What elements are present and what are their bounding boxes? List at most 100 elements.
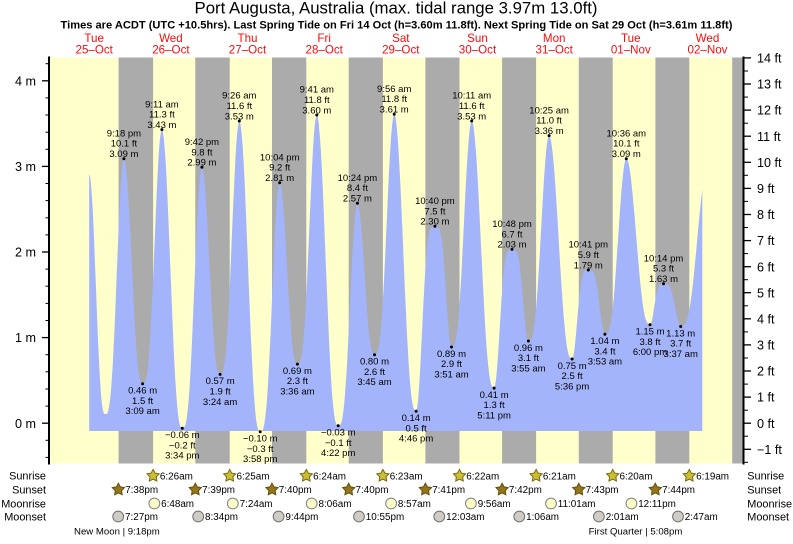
svg-text:8:34pm: 8:34pm [205,512,238,523]
svg-text:Sat: Sat [392,32,410,45]
svg-text:3.09 m: 3.09 m [109,149,138,160]
svg-text:Moonset: Moonset [747,511,789,523]
svg-text:11:01am: 11:01am [558,499,596,510]
svg-text:Tue: Tue [84,32,104,45]
svg-text:12 ft: 12 ft [757,104,782,118]
svg-text:1 ft: 1 ft [757,391,775,405]
svg-text:Thu: Thu [238,32,258,45]
svg-text:3.36 m: 3.36 m [535,126,564,137]
svg-text:1.9 ft: 1.9 ft [210,387,231,398]
svg-text:14 ft: 14 ft [757,52,782,66]
svg-text:1.63 m: 1.63 m [649,274,678,285]
svg-text:2.3 ft: 2.3 ft [287,376,308,387]
svg-text:5.9 ft: 5.9 ft [578,250,599,261]
svg-text:10 ft: 10 ft [757,156,782,170]
svg-text:3:55 am: 3:55 am [511,363,545,374]
svg-text:9:41 am: 9:41 am [300,85,334,96]
svg-text:9.2 ft: 9.2 ft [269,163,290,174]
svg-text:10:41 pm: 10:41 pm [568,240,608,251]
svg-text:6:21am: 6:21am [543,471,576,482]
svg-text:−0.03 m: −0.03 m [321,428,356,439]
svg-text:7:38pm: 7:38pm [125,485,158,496]
svg-text:8:06am: 8:06am [319,499,352,510]
svg-text:−0.10 m: −0.10 m [243,434,278,445]
svg-text:7:24am: 7:24am [240,499,273,510]
svg-text:11.3 ft: 11.3 ft [149,110,175,121]
svg-text:7.5 ft: 7.5 ft [424,206,445,217]
svg-text:Sunset: Sunset [747,485,781,497]
svg-text:6:22am: 6:22am [466,471,499,482]
svg-text:1 m: 1 m [15,331,36,345]
svg-text:3 m: 3 m [15,160,36,174]
svg-text:29–Oct: 29–Oct [382,44,420,57]
svg-text:Fri: Fri [317,32,331,45]
svg-text:Sunrise: Sunrise [9,471,46,483]
svg-text:First Quarter | 5:08pm: First Quarter | 5:08pm [589,527,683,538]
svg-text:3:37 am: 3:37 am [664,349,698,360]
svg-text:0.69 m: 0.69 m [283,366,312,377]
svg-text:7 ft: 7 ft [757,234,775,248]
svg-text:25–Oct: 25–Oct [76,44,114,57]
svg-text:3.4 ft: 3.4 ft [594,346,615,357]
svg-text:9.8 ft: 9.8 ft [191,147,212,158]
svg-text:4 ft: 4 ft [757,312,775,326]
svg-text:7:42pm: 7:42pm [509,485,542,496]
svg-text:2.57 m: 2.57 m [343,194,372,205]
svg-text:11.8 ft: 11.8 ft [381,94,407,105]
svg-text:3:24 am: 3:24 am [203,397,237,408]
svg-text:2.03 m: 2.03 m [497,240,526,251]
svg-text:2 m: 2 m [15,246,36,260]
svg-text:2:47am: 2:47am [685,512,718,523]
svg-text:3 ft: 3 ft [757,339,775,353]
svg-text:7:44pm: 7:44pm [662,485,695,496]
svg-text:9:11 am: 9:11 am [145,99,179,110]
svg-text:0.14 m: 0.14 m [402,413,431,424]
svg-text:7:41pm: 7:41pm [432,485,465,496]
svg-text:28–Oct: 28–Oct [306,44,344,57]
svg-text:2.99 m: 2.99 m [187,158,216,169]
svg-text:8.4 ft: 8.4 ft [347,183,368,194]
svg-text:3:53 am: 3:53 am [588,357,622,368]
svg-text:6:26am: 6:26am [160,471,193,482]
svg-text:8:57am: 8:57am [398,499,431,510]
svg-text:Mon: Mon [543,32,566,45]
svg-text:02–Nov: 02–Nov [688,44,728,57]
svg-text:3.53 m: 3.53 m [457,111,486,122]
svg-text:Moonrise: Moonrise [747,498,792,510]
svg-text:0.89 m: 0.89 m [437,349,466,360]
svg-text:10:55pm: 10:55pm [366,512,404,523]
svg-text:−1 ft: −1 ft [757,443,782,457]
svg-text:2.6 ft: 2.6 ft [364,367,385,378]
svg-text:3.60 m: 3.60 m [302,105,331,116]
svg-text:6:48am: 6:48am [161,499,194,510]
svg-text:2.5 ft: 2.5 ft [562,371,583,382]
svg-text:10:25 am: 10:25 am [529,105,569,116]
svg-text:10:36 am: 10:36 am [606,128,646,139]
svg-text:10:24 pm: 10:24 pm [338,173,378,184]
svg-text:3:45 am: 3:45 am [357,377,391,388]
svg-text:7:40pm: 7:40pm [356,485,389,496]
svg-text:7:27pm: 7:27pm [125,512,158,523]
svg-text:New Moon | 9:18pm: New Moon | 9:18pm [74,527,160,538]
svg-text:−0.3 ft: −0.3 ft [247,444,274,455]
svg-text:Tue: Tue [621,32,641,45]
svg-text:4:46 pm: 4:46 pm [399,434,433,445]
svg-text:11.8 ft: 11.8 ft [304,95,330,106]
svg-text:10.1 ft: 10.1 ft [613,139,640,150]
svg-text:10:14 pm: 10:14 pm [644,253,684,264]
svg-text:2:01am: 2:01am [606,512,639,523]
svg-text:9 ft: 9 ft [757,182,775,196]
svg-text:0.80 m: 0.80 m [360,357,389,368]
svg-text:7:40pm: 7:40pm [279,485,312,496]
svg-text:3.09 m: 3.09 m [612,149,641,160]
svg-text:30–Oct: 30–Oct [459,44,497,57]
svg-text:5:11 pm: 5:11 pm [477,411,511,422]
svg-text:26–Oct: 26–Oct [152,44,190,57]
svg-text:6:24am: 6:24am [313,471,346,482]
svg-text:5.3 ft: 5.3 ft [653,264,674,275]
svg-text:6:23am: 6:23am [390,471,423,482]
svg-text:4 m: 4 m [15,74,36,88]
svg-text:10:11 am: 10:11 am [452,91,491,102]
svg-text:10:40 pm: 10:40 pm [415,196,455,207]
svg-text:2.81 m: 2.81 m [265,173,294,184]
